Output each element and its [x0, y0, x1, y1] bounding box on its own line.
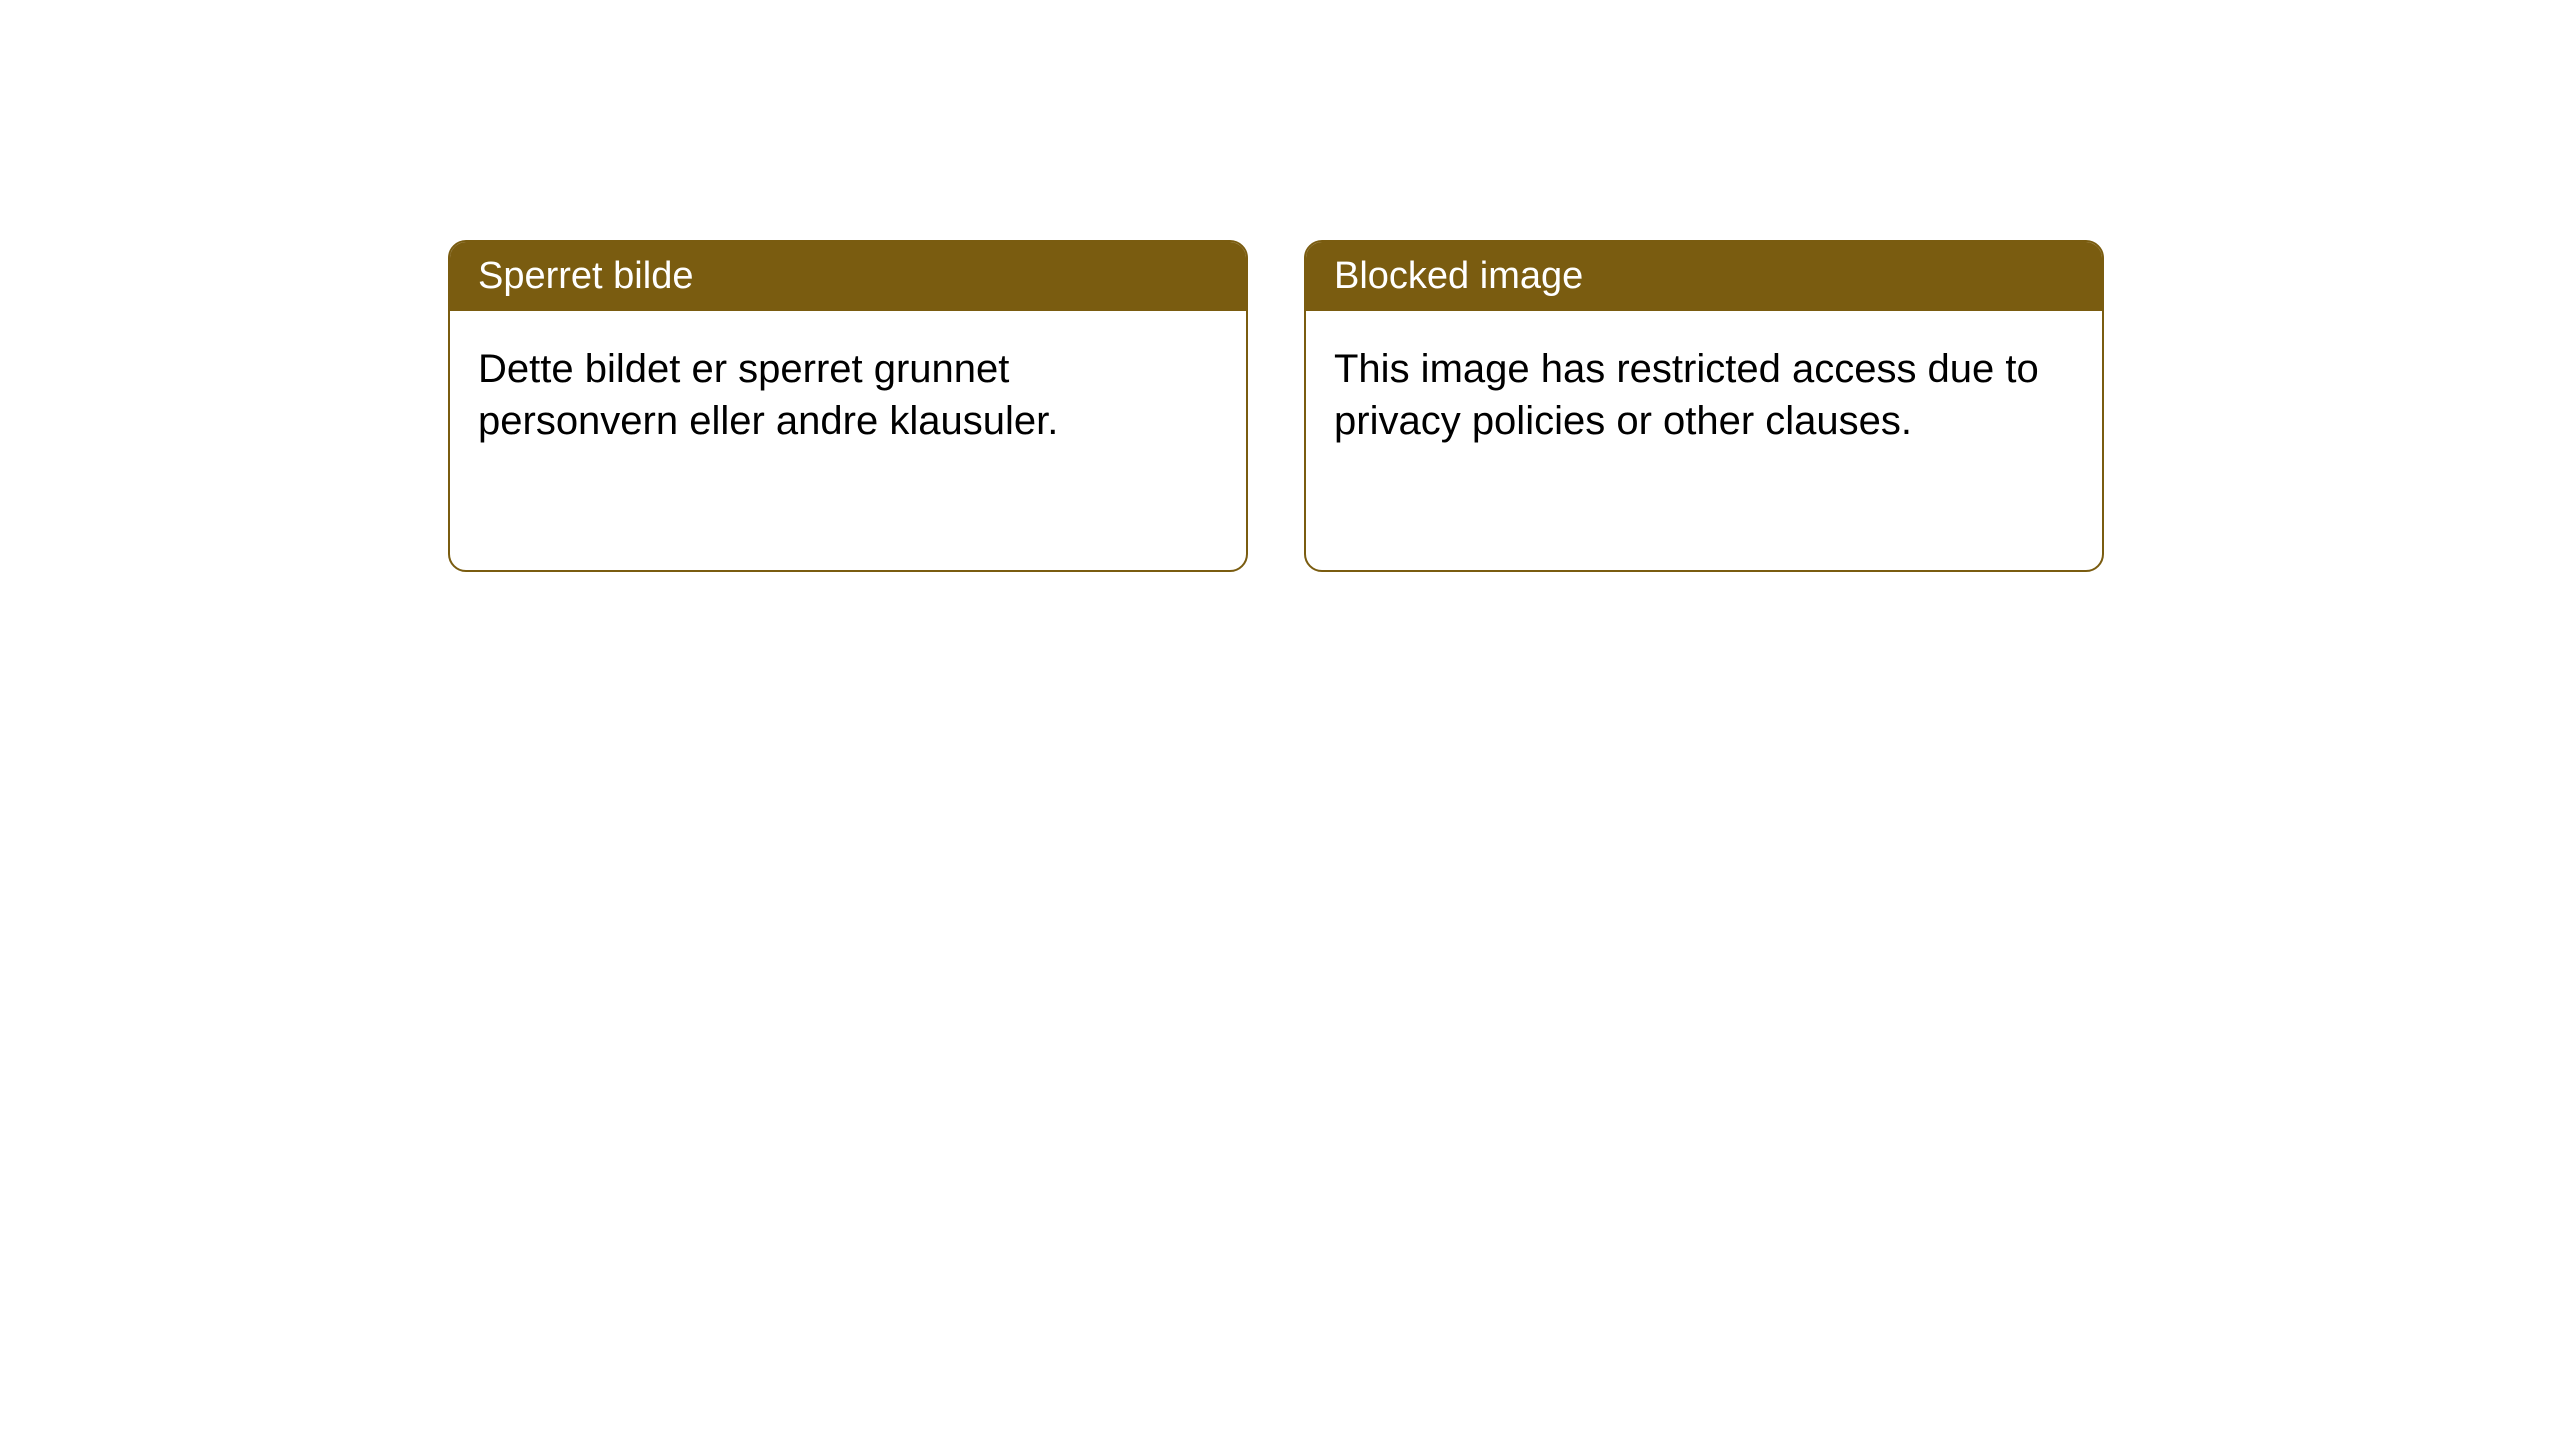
notice-card-norwegian: Sperret bilde Dette bildet er sperret gr… — [448, 240, 1248, 572]
notice-body: This image has restricted access due to … — [1306, 311, 2102, 479]
notice-header: Blocked image — [1306, 242, 2102, 311]
notice-container: Sperret bilde Dette bildet er sperret gr… — [0, 0, 2560, 572]
notice-card-english: Blocked image This image has restricted … — [1304, 240, 2104, 572]
notice-header: Sperret bilde — [450, 242, 1246, 311]
notice-body: Dette bildet er sperret grunnet personve… — [450, 311, 1246, 479]
